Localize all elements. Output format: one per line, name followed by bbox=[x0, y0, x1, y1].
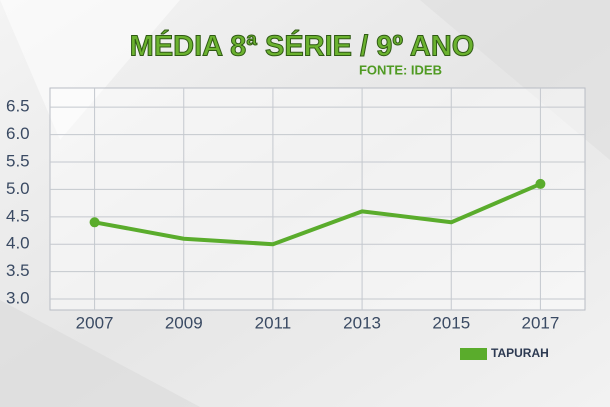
y-tick-label: 4.5 bbox=[6, 206, 30, 225]
x-tick-label: 2011 bbox=[255, 313, 292, 332]
y-tick-label: 6.0 bbox=[6, 124, 30, 143]
x-tick-label: 2017 bbox=[522, 313, 560, 332]
legend-label: TAPURAH bbox=[491, 346, 549, 360]
x-tick-label: 2007 bbox=[76, 313, 114, 332]
bg-shape bbox=[0, 300, 200, 407]
chart-subtitle: FONTE: IDEB bbox=[359, 62, 442, 77]
y-tick-label: 4.0 bbox=[6, 234, 30, 253]
bg-shape bbox=[0, 0, 180, 140]
point bbox=[89, 217, 100, 228]
legend-swatch bbox=[460, 348, 487, 360]
line bbox=[94, 182, 542, 247]
chart-title: MÉDIA 8ª SÉRIE / 9º ANO bbox=[130, 29, 475, 63]
x-tick-label: 2013 bbox=[343, 313, 381, 332]
plot-area bbox=[49, 87, 586, 311]
y-tick-label: 5.0 bbox=[6, 179, 30, 198]
x-tick-label: 2015 bbox=[432, 313, 470, 332]
x-tick-label: 2009 bbox=[165, 313, 203, 332]
bg-shape bbox=[420, 0, 610, 160]
y-tick-label: 5.5 bbox=[6, 151, 30, 170]
y-tick-label: 3.0 bbox=[6, 289, 30, 308]
y-tick-label: 6.5 bbox=[6, 97, 30, 116]
y-tick-label: 3.5 bbox=[6, 261, 30, 280]
point bbox=[535, 178, 546, 189]
